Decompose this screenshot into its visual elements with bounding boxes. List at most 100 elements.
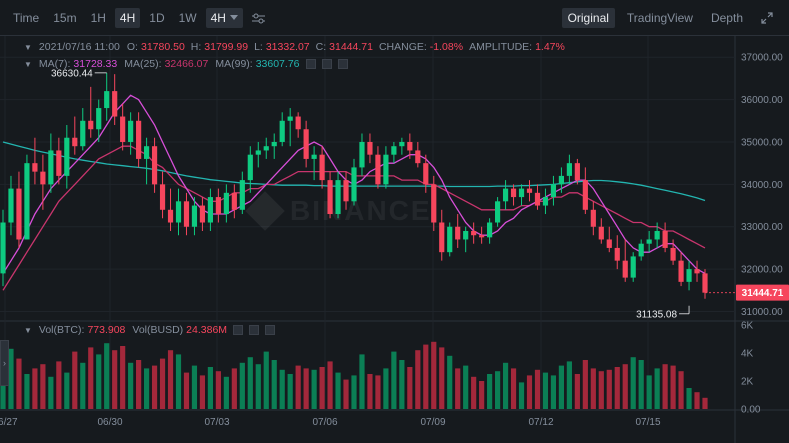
candle xyxy=(598,218,604,244)
time-tick-label: 06/27 xyxy=(0,417,18,428)
close-value: 31444.71 xyxy=(329,41,373,53)
interval-1h-button[interactable]: 1H xyxy=(90,11,106,25)
price-tick-label: 36000.00 xyxy=(741,95,783,106)
candle xyxy=(80,108,86,151)
last-price-label: 31444.71 xyxy=(742,288,784,299)
interval-1d-button[interactable]: 1D xyxy=(149,11,165,25)
candle-body xyxy=(295,116,301,130)
candle-body xyxy=(191,205,198,227)
candle xyxy=(518,184,525,206)
volume-bar xyxy=(694,392,700,409)
volume-bar xyxy=(143,368,150,409)
volume-tick-label: 0.00 xyxy=(741,405,761,416)
volume-bar xyxy=(415,350,421,409)
candle xyxy=(104,72,110,121)
last-price-badge xyxy=(736,284,789,301)
candle xyxy=(694,260,700,282)
candle xyxy=(223,184,229,223)
volume-bar xyxy=(128,362,134,409)
candle-body xyxy=(207,197,214,223)
volume-bar xyxy=(72,351,78,409)
candle-body xyxy=(96,108,102,130)
candle-body xyxy=(343,180,349,202)
volume-bar xyxy=(287,374,293,409)
candle-body xyxy=(694,269,700,274)
candle-body xyxy=(80,120,86,147)
candle xyxy=(399,137,405,155)
volume-bar xyxy=(255,364,261,409)
price-tick-label: 35000.00 xyxy=(741,137,783,148)
volume-bar xyxy=(590,368,596,409)
interval-15m-button[interactable]: 15m xyxy=(53,11,77,25)
volume-bar xyxy=(263,351,269,409)
candle-body xyxy=(494,201,501,223)
grid xyxy=(0,36,789,443)
volume-bar xyxy=(399,360,405,409)
candle xyxy=(407,133,413,159)
view-original-tab[interactable]: Original xyxy=(561,8,615,28)
candle xyxy=(383,146,389,189)
candle-body xyxy=(319,154,325,181)
price-tick-label: 31000.00 xyxy=(741,307,783,318)
volume-legend: ▼ Vol(BTC): 773.908 Vol(BUSD) 24.386M xyxy=(24,324,276,336)
candle xyxy=(24,154,30,240)
ma-close-icon[interactable] xyxy=(337,59,348,69)
interval-1w-button[interactable]: 1W xyxy=(178,11,197,25)
candle xyxy=(502,180,509,210)
candle-body xyxy=(558,175,565,185)
view-tradingview-tab[interactable]: TradingView xyxy=(626,11,693,25)
ma99-value: 33607.76 xyxy=(255,58,300,70)
candle xyxy=(0,209,6,287)
volume-bar xyxy=(335,372,341,409)
candlestick-chart[interactable]: BINANCE 37000.00 36000.00 35000.00 34000.00… xyxy=(0,36,789,443)
candle-body xyxy=(582,180,588,210)
candle-body xyxy=(662,230,668,248)
candle xyxy=(375,146,381,189)
interval-4h-button[interactable]: 4H xyxy=(114,8,141,28)
candle-body xyxy=(678,260,684,282)
vol-close-icon[interactable] xyxy=(265,325,276,335)
volume-bar xyxy=(375,375,381,409)
candle-body xyxy=(247,154,253,181)
volume-bar xyxy=(247,357,253,409)
volume-bar xyxy=(606,369,612,409)
candle-body xyxy=(136,120,142,159)
candle-body xyxy=(327,180,333,215)
view-depth-tab[interactable]: Depth xyxy=(710,11,743,25)
ma-settings-icon[interactable] xyxy=(305,59,316,69)
ma-visibility-icon[interactable] xyxy=(321,59,332,69)
volume-bar xyxy=(16,358,22,409)
volume-bar xyxy=(638,360,644,409)
candle-body xyxy=(0,222,6,274)
candle-body xyxy=(654,230,660,240)
volume-bar xyxy=(159,358,166,409)
volume-bar xyxy=(343,379,349,409)
candle xyxy=(534,184,541,210)
volume-bar xyxy=(327,361,333,409)
candle xyxy=(255,141,261,168)
time-button[interactable]: Time xyxy=(13,11,40,25)
expand-icon[interactable] xyxy=(755,9,779,27)
volume-bar xyxy=(112,350,118,409)
candle xyxy=(463,226,469,253)
settings-sliders-icon[interactable] xyxy=(247,10,270,27)
candle xyxy=(319,146,325,189)
interval-dropdown-value: 4H xyxy=(210,11,226,25)
candle xyxy=(550,175,557,206)
collapse-caret-icon[interactable]: ▼ xyxy=(24,59,32,69)
collapse-caret-icon[interactable]: ▼ xyxy=(24,325,32,335)
interval-dropdown[interactable]: 4H xyxy=(205,8,243,28)
volume-bar xyxy=(646,375,652,409)
candle-body xyxy=(311,154,317,159)
collapse-caret-icon[interactable]: ▼ xyxy=(24,42,32,52)
volume-bar xyxy=(542,372,549,409)
candle xyxy=(263,137,269,159)
vol-settings-icon[interactable] xyxy=(233,325,244,335)
candle xyxy=(494,197,501,227)
candle-body xyxy=(526,188,533,193)
side-panel-toggle[interactable]: › xyxy=(0,340,9,386)
vol-visibility-icon[interactable] xyxy=(249,325,260,335)
chart-toolbar: Time 15m 1H 4H 1D 1W 4H Original Trading… xyxy=(0,0,789,36)
candle xyxy=(327,171,333,219)
candle-body xyxy=(64,137,70,176)
